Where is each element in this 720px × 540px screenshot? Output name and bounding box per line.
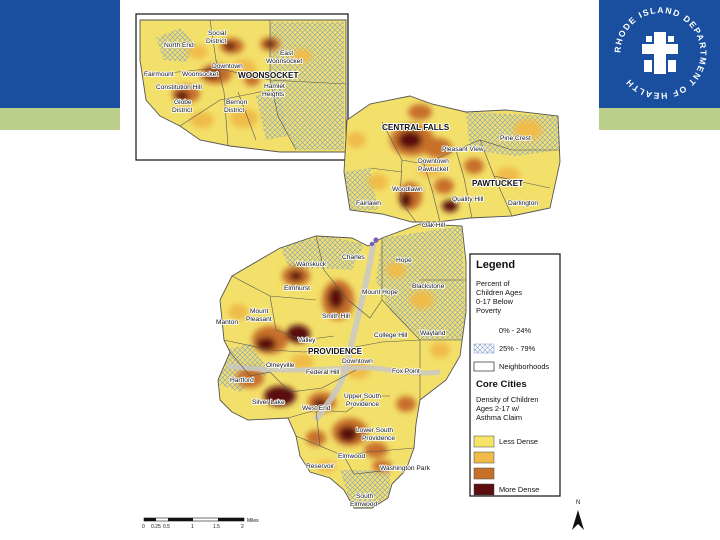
label-mount-hope: Mount Hope [362,289,398,296]
label-constitution-hill: Constitution Hill [156,84,202,91]
legend-swatch-neighborhoods [473,361,495,372]
label-pawtucket: PAWTUCKET [472,179,523,188]
label-providence: PROVIDENCE [308,347,363,356]
label-hamlet-heights: Hamlet Heights [262,83,285,98]
scale-tick-0: 0 [142,524,145,530]
label-quality-hill: Quality Hill [452,196,484,203]
label-north-end: North End [164,42,194,49]
label-darlington: Darlington [508,200,538,207]
north-arrow-icon [572,510,584,530]
label-olneyville: Olneyville [266,362,295,369]
label-charles: Charles [342,254,365,261]
label-upper-south-providence: Upper South Providence [344,393,381,408]
scale-unit: Miles [247,518,259,524]
scale-tick-3: 1 [191,524,194,530]
label-reservoir: Reservoir [306,463,335,470]
legend-swatch-density-3 [473,467,495,480]
legend-poverty-line-2: Children Ages [476,288,522,297]
label-globe-district: Globe District [172,99,192,114]
label-woodlawn: Woodlawn [392,186,423,193]
legend-swatch-density-2 [473,451,495,464]
label-elmwood: Elmwood [338,453,365,460]
label-washington-park: Washington Park [380,465,431,472]
label-valley: Valley [298,337,316,344]
label-wayland: Wayland [420,330,446,337]
scale-tick-5: 2 [241,524,244,530]
label-downtown-prov: Downtown [342,358,373,365]
legend-density-line-2: Ages 2-17 w/ [476,404,520,413]
pawtucket-map [343,95,561,223]
label-hope: Hope [396,257,412,264]
label-fairmount: Fairmount [144,71,174,78]
legend-poverty-low: 0% - 24% [499,326,531,335]
label-fox-point: Fox Point [392,368,420,375]
legend-poverty-line-1: Percent of [476,279,511,288]
label-manton: Manton [216,319,238,326]
inset-map [139,19,347,153]
label-pleasant-view: Pleasant View [442,146,484,153]
providence-map [217,223,467,509]
label-downtown-inset: Downtown [212,63,243,70]
legend-swatch-poverty-low [474,326,494,335]
legend-less-dense: Less Dense [499,437,538,446]
label-smith-hill: Smith Hill [322,313,350,320]
scale-tick-2: 0.5 [163,524,170,530]
legend-poverty-high: 25% - 79% [499,344,536,353]
label-woonsocket-nbhd: Woonsocket [182,71,218,78]
legend-swatch-poverty-high [473,343,495,354]
label-pine-crest: Pine Crest [500,135,531,142]
legend-density-line-1: Density of Children [476,395,538,404]
label-wanskuck: Wanskuck [296,261,327,268]
legend: Legend Percent of Children Ages 0-17 Bel… [469,253,561,497]
label-south-elmwood: South Elmwood [350,493,377,508]
main-labels: CENTRAL FALLS Pine Crest Pleasant View D… [215,122,539,509]
label-federal-hill: Federal Hill [306,369,340,376]
label-silver-lake: Silver Lake [252,399,285,406]
ri-health-logo: RHODE ISLAND DEPARTMENT OF HEALTH [601,0,720,108]
scale-bar: 0 0.25 0.5 1 1.5 2 Miles [142,517,259,530]
north-arrow: N [572,500,584,530]
scale-tick-4: 1.5 [213,524,220,530]
label-fairlawn: Fairlawn [356,200,381,207]
label-elmhurst: Elmhurst [284,285,310,292]
label-east-woonsocket: East Woonsocket [266,50,302,65]
label-oak-hill: Oak Hill [422,222,446,229]
label-social-district: Social District [206,30,226,45]
legend-density-line-3: Asthma Claim [476,413,522,422]
label-bernon-district: Bernon District [224,99,248,114]
legend-core-cities: Core Cities [476,379,527,390]
label-hartford: Hartford [230,377,254,384]
legend-title: Legend [476,259,515,271]
legend-swatch-density-4 [473,483,495,496]
legend-poverty-line-3: 0-17 Below [476,297,514,306]
label-woonsocket-city: WOONSOCKET [238,71,299,80]
inset-labels: Social District North End East Woonsocket … [143,29,303,115]
legend-poverty-line-4: Poverty [476,306,501,315]
label-blackstone: Blackstone [412,283,445,290]
north-arrow-label: N [576,500,580,506]
label-lower-south-providence: Lower South Providence [356,427,395,442]
logo-anchor-icon [642,32,678,74]
label-west-end: West End [302,405,331,412]
legend-swatch-density-1 [473,435,495,448]
legend-more-dense: More Dense [499,485,539,494]
scale-tick-1: 0.25 [151,524,161,530]
label-central-falls: CENTRAL FALLS [382,123,450,132]
map-figure: Social District North End East Woonsocket … [135,13,584,530]
label-downtown-pawtucket: Downtown Pawtucket [418,158,449,173]
label-college-hill: College Hill [374,332,408,339]
legend-neighborhoods: Neighborhoods [499,362,549,371]
label-mount-pleasant: Mount Pleasant [246,308,272,323]
